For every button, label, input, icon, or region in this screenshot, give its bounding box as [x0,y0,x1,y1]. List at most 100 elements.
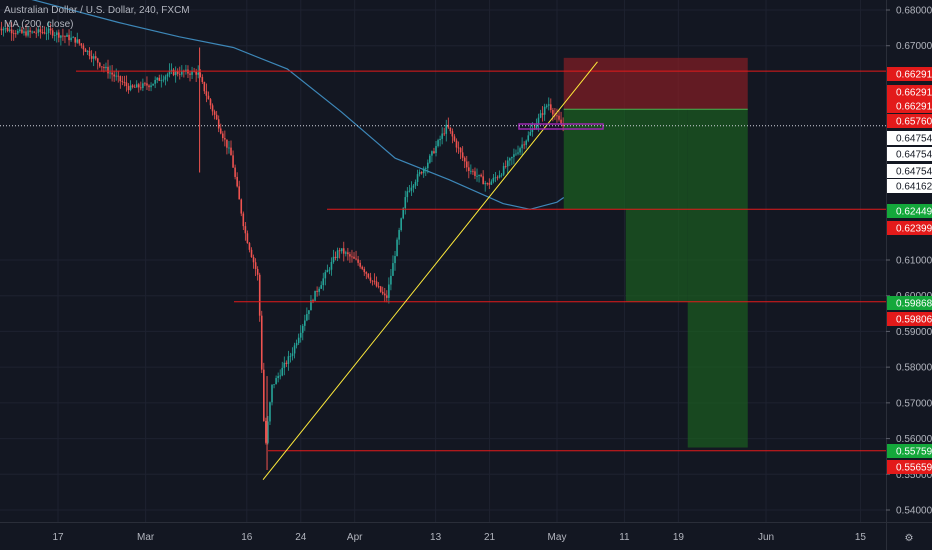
candle-body [27,30,29,36]
candle-body [72,37,74,39]
candle-body [127,86,130,91]
candle-body [322,278,325,286]
candle-body [306,314,308,321]
candle-body [209,99,212,106]
time-axis-tick-label: Mar [137,532,155,543]
candle-body [537,117,540,125]
candle-body [443,133,446,135]
price-tag [887,179,932,193]
candle-body [291,353,294,356]
candle-body [166,74,169,77]
candle-body [511,157,513,159]
candle-body [211,105,214,112]
candle-body [500,174,503,176]
candle-body [420,172,423,174]
marker-box[interactable] [518,123,604,130]
candle-body [496,177,499,179]
candle-body [451,131,454,137]
candle-body [146,83,148,86]
candle-body [406,191,409,198]
candle-body [342,248,345,254]
price-axis-tick-label: 0.68000 [896,6,932,17]
candle-body [361,266,364,269]
candle-body [99,62,101,67]
ma-200-line[interactable] [24,0,565,210]
candle-body [265,421,267,443]
candle-body [109,72,111,74]
price-tag [887,312,932,326]
candle-body [535,124,538,129]
candle-body [10,29,13,34]
candle-body [295,343,298,346]
candle-body [375,281,378,287]
candle-body [509,158,511,161]
price-axis-tick-label: 0.57000 [896,398,932,409]
candle-body [53,35,56,36]
candle-body [37,29,40,33]
candle-body [297,337,300,344]
time-axis-tick-label: Apr [347,532,363,543]
candle-body [189,73,191,75]
candle-body [312,300,314,302]
candle-body [125,82,128,87]
candle-body [424,168,427,169]
time-axis-tick-label: 19 [673,532,685,543]
candle-body [269,402,271,422]
price-tag [887,221,932,235]
candle-body [248,243,251,250]
candle-body [412,185,415,188]
price-tag [887,114,932,128]
price-tag-label: 0.64754 [896,167,932,178]
candle-body [527,135,530,141]
candle-body [465,161,468,168]
price-tag-label: 0.59868 [896,299,932,310]
candle-body [207,95,210,100]
price-tag-label: 0.62399 [896,224,932,235]
candle-body [519,148,521,153]
price-tag [887,296,932,310]
time-axis-tick-label: 13 [430,532,442,543]
candle-body [14,33,17,35]
candle-body [197,72,200,75]
candle-body [431,151,433,156]
price-tag-label: 0.55659 [896,463,932,474]
candle-body [388,284,390,298]
candle-body [502,166,505,175]
time-axis-tick-label: 15 [855,532,867,543]
candle-body [453,136,456,141]
candle-body [234,167,236,177]
candle-body [562,124,564,126]
candle-body [429,155,431,163]
candle-body [437,140,439,147]
candle-body [246,233,249,244]
candle-body [304,320,306,326]
candle-body [62,35,64,37]
candle-body [545,105,548,107]
candle-body [285,362,288,364]
candle-body [418,172,421,175]
candle-body [23,31,25,33]
price-axis-tick-label: 0.56000 [896,434,932,445]
candle-body [347,252,349,255]
candle-body [82,45,85,50]
candle-body [433,151,435,154]
candle-body [4,27,7,29]
price-tag [887,444,932,458]
candle-body [123,82,126,83]
candle-body [513,154,515,158]
trendline[interactable] [262,61,598,480]
candle-body [219,128,222,134]
gear-icon[interactable]: ⚙ [905,533,914,544]
candle-body [390,275,392,285]
candle-body [76,39,79,43]
candle-body [178,73,181,75]
candle-body [113,74,115,77]
candle-body [550,104,552,110]
candle-body [560,119,562,125]
candle-body [273,384,275,386]
candle-body [148,85,150,88]
candle-body [547,104,550,106]
candle-body [258,274,261,316]
candle-body [66,34,68,37]
